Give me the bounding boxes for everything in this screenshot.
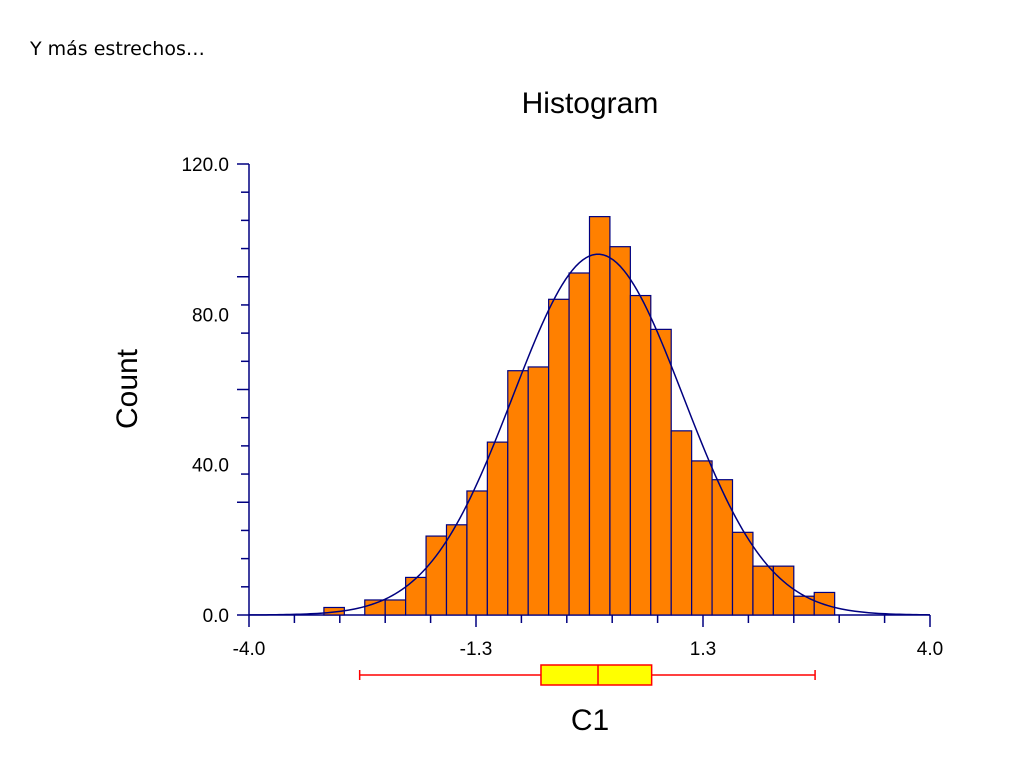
normal-curve [248, 253, 931, 616]
y-tick-label: 40.0 [192, 456, 229, 477]
y-tick-label: 120.0 [181, 155, 229, 176]
x-tick-label: -1.3 [460, 639, 493, 660]
y-tick-label: 80.0 [192, 305, 229, 326]
histogram-bar [670, 430, 693, 616]
histogram-bar [507, 370, 529, 616]
normal-curve-line [248, 253, 931, 616]
histogram-bars [323, 216, 836, 616]
histogram-bar [568, 272, 591, 616]
x-tick-label: 4.0 [917, 639, 943, 660]
x-tick-label: -4.0 [233, 639, 266, 660]
slide-caption: Y más estrechos… [30, 38, 205, 60]
histogram-bar [650, 328, 672, 616]
histogram-bar [548, 298, 570, 616]
histogram-bar [731, 531, 754, 616]
histogram-bar [691, 460, 713, 616]
histogram-bar [405, 576, 427, 616]
histogram-bar [527, 366, 550, 616]
histogram-bar [445, 524, 468, 616]
histogram-bar [711, 479, 734, 616]
x-axis-label: C1 [571, 704, 609, 737]
chart-title: Histogram [522, 87, 659, 120]
histogram-bar [609, 246, 631, 616]
boxplot [358, 664, 816, 686]
histogram-bar [752, 565, 774, 616]
x-tick-label: 1.3 [690, 639, 716, 660]
histogram-bar [588, 216, 611, 616]
histogram-bar [364, 599, 386, 616]
histogram-bar [486, 441, 509, 616]
histogram-bar [425, 535, 448, 616]
histogram-bar [629, 294, 652, 616]
histogram-bar [772, 565, 795, 616]
histogram-bar [384, 599, 407, 616]
y-axis-label: Count [111, 348, 144, 429]
y-tick-label: 0.0 [203, 606, 229, 627]
histogram-bar [466, 490, 488, 616]
boxplot-box [540, 664, 653, 686]
